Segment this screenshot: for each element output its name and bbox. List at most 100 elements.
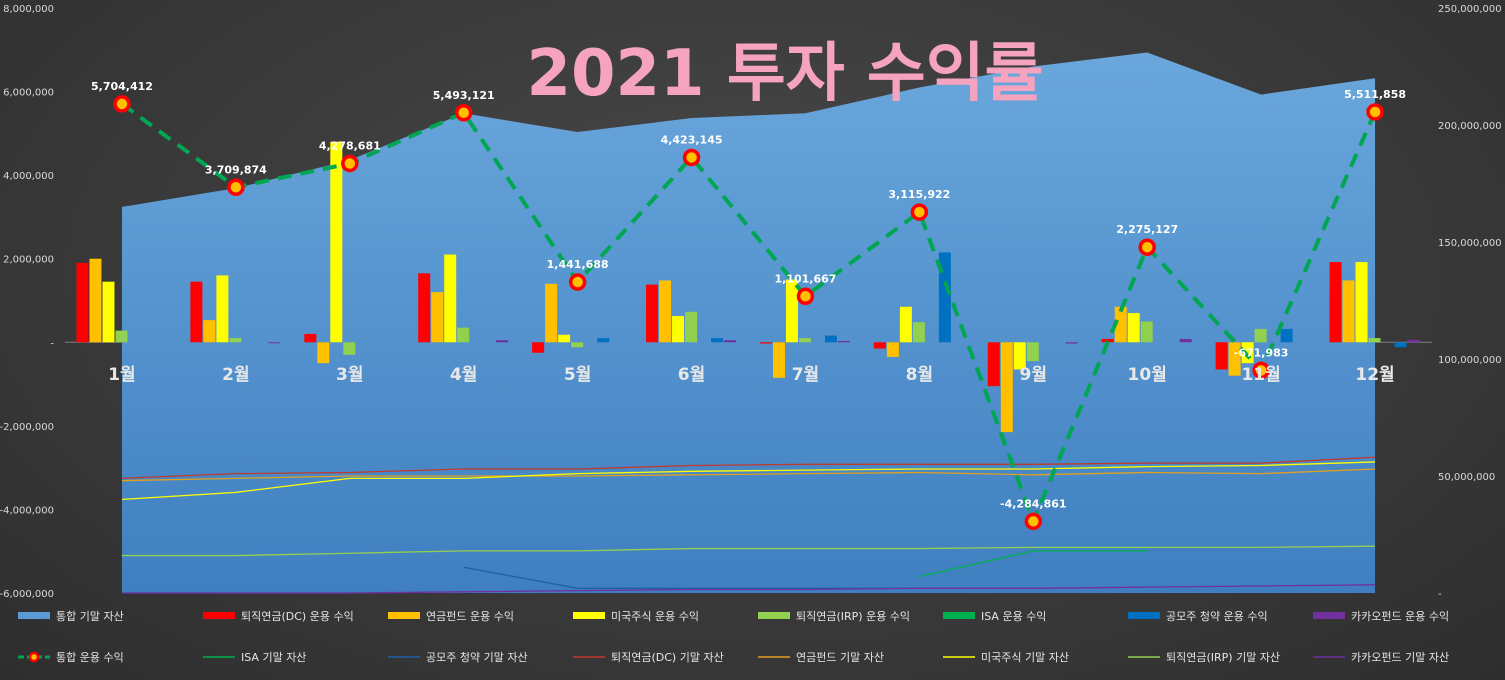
left-axis: 8,000,000 6,000,000 4,000,000 2,000,000 - -2,… — [0, 4, 54, 600]
bar-2-2 — [330, 141, 343, 343]
legend-label: 공모주 청약 운용 수익 — [1166, 609, 1268, 623]
asset-line-6 — [121, 584, 1376, 594]
asset-lines-layer — [121, 456, 1376, 594]
legend: 통합 기말 자산 퇴직연금(DC) 운용 수익 연금펀드 운용 수익 미국주식 운용 … — [18, 609, 1449, 664]
total-return-line-layer — [113, 95, 1384, 531]
bar-3-5 — [685, 311, 698, 343]
right-axis: 250,000,000 200,000,000 150,000,000 100,000… — [1438, 4, 1502, 600]
bar-6-6 — [837, 341, 850, 343]
bar-1-10 — [1228, 342, 1241, 376]
bar-5-11 — [1394, 342, 1407, 348]
legend-item: 퇴직연금(DC) 기말 자산 — [573, 651, 724, 664]
bar-0-4 — [532, 342, 545, 353]
total-return-marker — [682, 148, 701, 167]
total-return-data-label: 4,423,145 — [661, 133, 723, 146]
bar-0-5 — [646, 284, 659, 343]
legend-item: 카카오펀드 운용 수익 — [1313, 610, 1449, 623]
total-return-marker — [113, 95, 131, 113]
legend-item: 공모주 청약 기말 자산 — [388, 650, 528, 664]
bar-2-6 — [785, 279, 798, 343]
bar-1-4 — [545, 283, 558, 343]
total-asset-area — [121, 52, 1376, 593]
bar-0-8 — [987, 342, 1000, 387]
legend-label: 통합 기말 자산 — [56, 610, 124, 623]
bar-6-11 — [1407, 339, 1420, 343]
total-return-data-label: 3,709,874 — [205, 163, 267, 176]
total-return-marker — [1024, 512, 1043, 531]
legend-label: 퇴직연금(IRP) 기말 자산 — [1166, 651, 1280, 664]
category-label: 7월 — [792, 365, 819, 385]
bar-2-7 — [899, 306, 912, 343]
asset-line-3 — [121, 468, 1376, 482]
legend-item: 통합 운용 수익 — [18, 651, 124, 664]
asset-line-2 — [121, 456, 1376, 479]
total-return-marker — [568, 273, 587, 291]
left-axis-tick: 4,000,000 — [3, 171, 54, 182]
bar-6-5 — [724, 340, 737, 343]
bar-5-7 — [938, 252, 951, 343]
total-asset-area-layer — [121, 52, 1376, 593]
bar-2-3 — [444, 254, 457, 343]
bar-2-8 — [1013, 342, 1026, 370]
bar-0-0 — [76, 262, 89, 343]
legend-item: ISA 운용 수익 — [943, 610, 1046, 623]
bar-5-5 — [711, 338, 724, 343]
legend-item: 카카오펀드 기말 자산 — [1313, 651, 1449, 664]
bar-1-9 — [1114, 306, 1127, 343]
total-return-marker — [796, 287, 815, 306]
chart-title: 2021 투자 수익률 — [526, 37, 1043, 111]
legend-label: 연금펀드 기말 자산 — [796, 651, 884, 664]
bar-6-1 — [268, 342, 281, 344]
legend-item: 통합 기말 자산 — [18, 610, 124, 623]
bar-2-11 — [1355, 262, 1368, 343]
bar-3-4 — [571, 342, 584, 348]
category-label: 5월 — [564, 365, 591, 385]
bar-2-4 — [558, 334, 571, 343]
category-label: 3월 — [336, 365, 363, 385]
bar-6-8 — [1065, 342, 1078, 344]
legend-item: 연금펀드 기말 자산 — [758, 651, 884, 664]
bar-1-2 — [317, 342, 330, 364]
bar-0-9 — [1101, 338, 1114, 343]
legend-label: ISA 기말 자산 — [241, 651, 306, 664]
legend-label: 퇴직연금(IRP) 운용 수익 — [796, 610, 910, 623]
bar-3-10 — [1254, 328, 1267, 343]
legend-label: 미국주식 운용 수익 — [611, 610, 699, 623]
total-return-data-label: 5,493,121 — [433, 89, 495, 102]
legend-label: 공모주 청약 기말 자산 — [426, 650, 528, 664]
right-axis-tick: 200,000,000 — [1438, 121, 1502, 132]
bar-6-9 — [1179, 338, 1192, 343]
total-return-data-label: 2,275,127 — [1116, 223, 1178, 236]
total-return-data-label: 3,115,922 — [888, 188, 950, 201]
bar-0-3 — [418, 273, 431, 343]
total-return-marker — [1366, 103, 1384, 121]
bar-1-5 — [659, 280, 672, 343]
bar-2-9 — [1127, 313, 1140, 343]
asset-line-4 — [121, 461, 1376, 501]
bar-3-1 — [229, 338, 242, 343]
total-return-data-label: 1,441,688 — [547, 258, 609, 271]
total-return-marker — [454, 104, 473, 122]
bar-1-3 — [431, 292, 444, 343]
left-axis-tick: -6,000,000 — [0, 589, 54, 600]
bar-2-1 — [216, 275, 229, 343]
total-return-data-label: 5,704,412 — [91, 80, 153, 93]
right-axis-tick: - — [1438, 589, 1442, 600]
category-label: 1월 — [108, 365, 135, 385]
left-axis-tick: -4,000,000 — [0, 505, 54, 516]
bar-3-11 — [1368, 338, 1381, 343]
category-label: 10월 — [1128, 365, 1167, 385]
bar-2-5 — [672, 315, 685, 343]
category-label: 8월 — [906, 365, 933, 385]
legend-label: 미국주식 기말 자산 — [981, 651, 1069, 664]
legend-item: 퇴직연금(DC) 운용 수익 — [203, 610, 354, 623]
legend-label: 퇴직연금(DC) 운용 수익 — [241, 610, 354, 623]
bar-1-11 — [1342, 280, 1355, 343]
right-axis-tick: 50,000,000 — [1438, 472, 1495, 483]
bar-1-8 — [1000, 342, 1013, 433]
bar-3-2 — [343, 342, 356, 355]
legend-label: 카카오펀드 기말 자산 — [1351, 651, 1449, 664]
category-label: 9월 — [1020, 365, 1047, 385]
total-return-marker — [341, 154, 359, 173]
